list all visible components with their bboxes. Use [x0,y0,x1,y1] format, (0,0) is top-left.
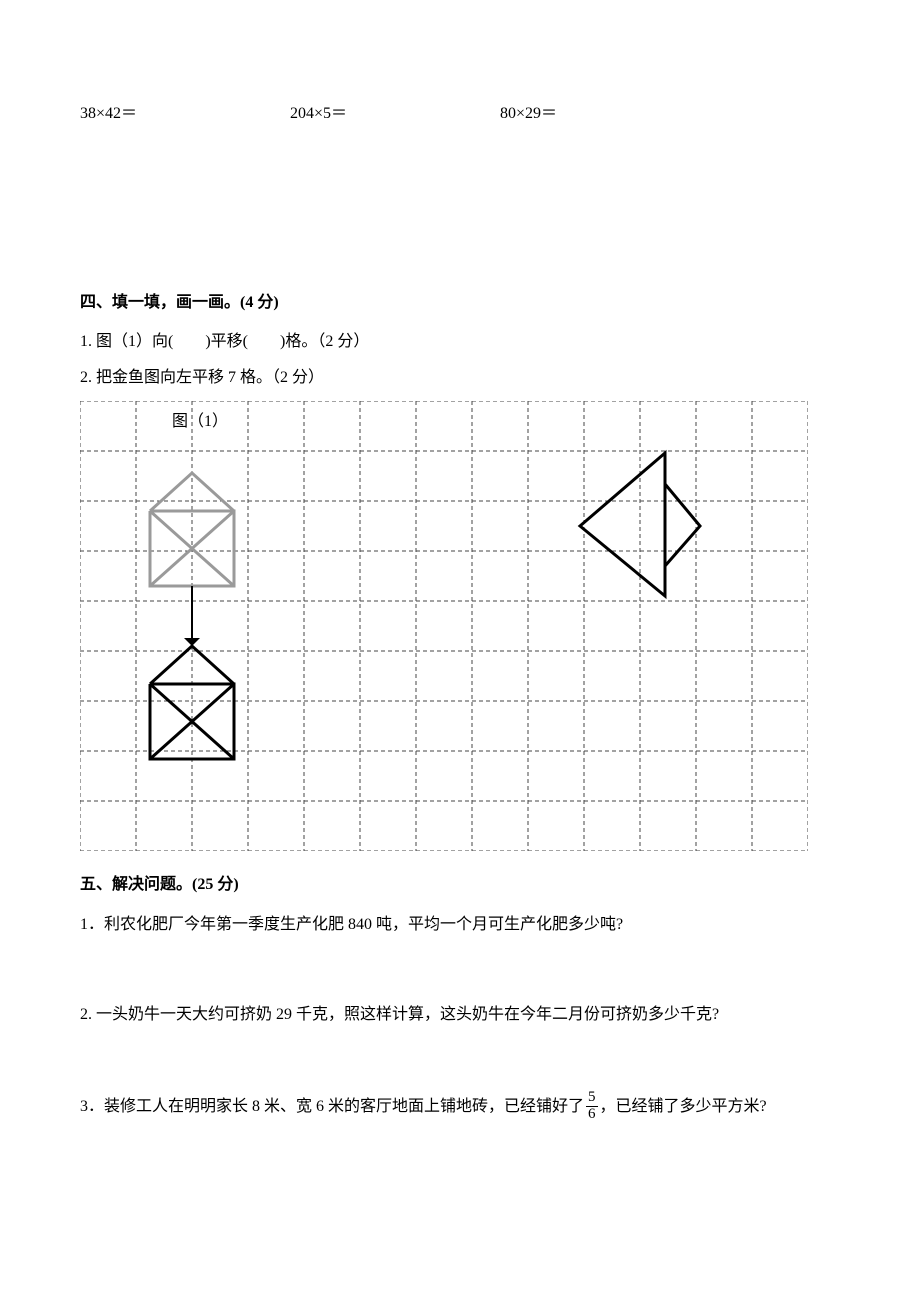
arith-item-3: 80×29＝ [500,100,700,129]
section5-q3: 3．装修工人在明明家长 8 米、宽 6 米的客厅地面上铺地砖，已经铺好了56，已… [80,1091,840,1124]
section5-q2: 2. 一头奶牛一天大约可挤奶 29 千克，照这样计算，这头奶牛在今年二月份可挤奶… [80,1000,840,1030]
arith-item-2: 204×5＝ [290,100,490,129]
q3-fraction: 56 [586,1090,598,1123]
q3-frac-num: 5 [586,1090,598,1107]
q3-post: ，已经铺了多少平方米? [600,1098,767,1115]
section5-q1: 1．利农化肥厂今年第一季度生产化肥 840 吨，平均一个月可生产化肥多少吨? [80,910,840,940]
section5-title: 五、解决问题。(25 分) [80,871,840,900]
arithmetic-row: 38×42＝ 204×5＝ 80×29＝ [80,100,840,129]
svg-text:图（1）: 图（1） [172,412,228,430]
q3-pre: 3．装修工人在明明家长 8 米、宽 6 米的客厅地面上铺地砖，已经铺好了 [80,1098,584,1115]
grid-svg: 图（1） [80,401,808,851]
section4-q2: 2. 把金鱼图向左平移 7 格。（2 分） [80,364,840,393]
section4-q1: 1. 图（1）向( )平移( )格。（2 分） [80,328,840,357]
grid-diagram: 图（1） [80,401,840,851]
q3-frac-den: 6 [586,1107,598,1123]
section4-title: 四、填一填，画一画。(4 分) [80,289,840,318]
arith-item-1: 38×42＝ [80,100,280,129]
